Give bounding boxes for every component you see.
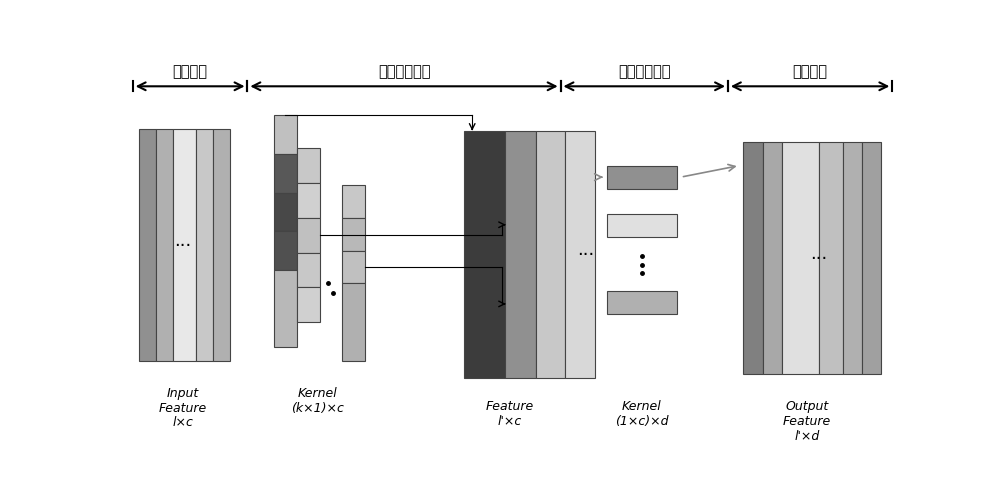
Text: Feature: Feature: [486, 400, 534, 412]
Bar: [173, 130, 196, 361]
Bar: [297, 288, 320, 323]
Bar: [213, 130, 230, 361]
Text: (k×1)×c: (k×1)×c: [291, 401, 344, 414]
Bar: [342, 251, 365, 284]
Bar: [297, 183, 320, 218]
Bar: [843, 143, 862, 375]
Bar: [297, 218, 320, 253]
Bar: [763, 143, 782, 375]
Text: l'×d: l'×d: [794, 429, 820, 442]
Text: Output: Output: [785, 400, 829, 412]
Text: Input: Input: [167, 386, 199, 399]
Bar: [464, 131, 505, 378]
Bar: [607, 292, 677, 315]
Bar: [819, 143, 843, 375]
Bar: [536, 131, 565, 378]
Bar: [862, 143, 881, 375]
Text: 输出数据: 输出数据: [793, 64, 828, 79]
Bar: [505, 131, 536, 378]
Bar: [565, 131, 595, 378]
Text: ···: ···: [175, 236, 192, 255]
Bar: [607, 166, 677, 189]
Text: Feature: Feature: [783, 414, 831, 427]
Bar: [196, 130, 213, 361]
Text: (1×c)×d: (1×c)×d: [615, 414, 669, 427]
Bar: [607, 214, 677, 237]
Bar: [274, 193, 297, 232]
Text: 一维深度卷积: 一维深度卷积: [378, 64, 430, 79]
Bar: [743, 143, 763, 375]
Bar: [156, 130, 173, 361]
Text: Kernel: Kernel: [297, 386, 337, 399]
Text: 一维逐点卷积: 一维逐点卷积: [618, 64, 670, 79]
Text: Kernel: Kernel: [622, 400, 662, 412]
Bar: [274, 116, 297, 155]
Bar: [274, 155, 297, 193]
Bar: [274, 232, 297, 271]
Bar: [342, 284, 365, 361]
Bar: [782, 143, 819, 375]
Text: l×c: l×c: [173, 415, 194, 428]
Text: 输入数据: 输入数据: [173, 64, 208, 79]
Text: Feature: Feature: [159, 401, 207, 414]
Bar: [297, 149, 320, 183]
Bar: [274, 271, 297, 348]
Bar: [139, 130, 156, 361]
Text: ···: ···: [577, 246, 594, 264]
Bar: [342, 218, 365, 251]
Text: l'×c: l'×c: [498, 414, 522, 427]
Bar: [342, 185, 365, 218]
Bar: [297, 253, 320, 288]
Text: ···: ···: [810, 250, 827, 268]
